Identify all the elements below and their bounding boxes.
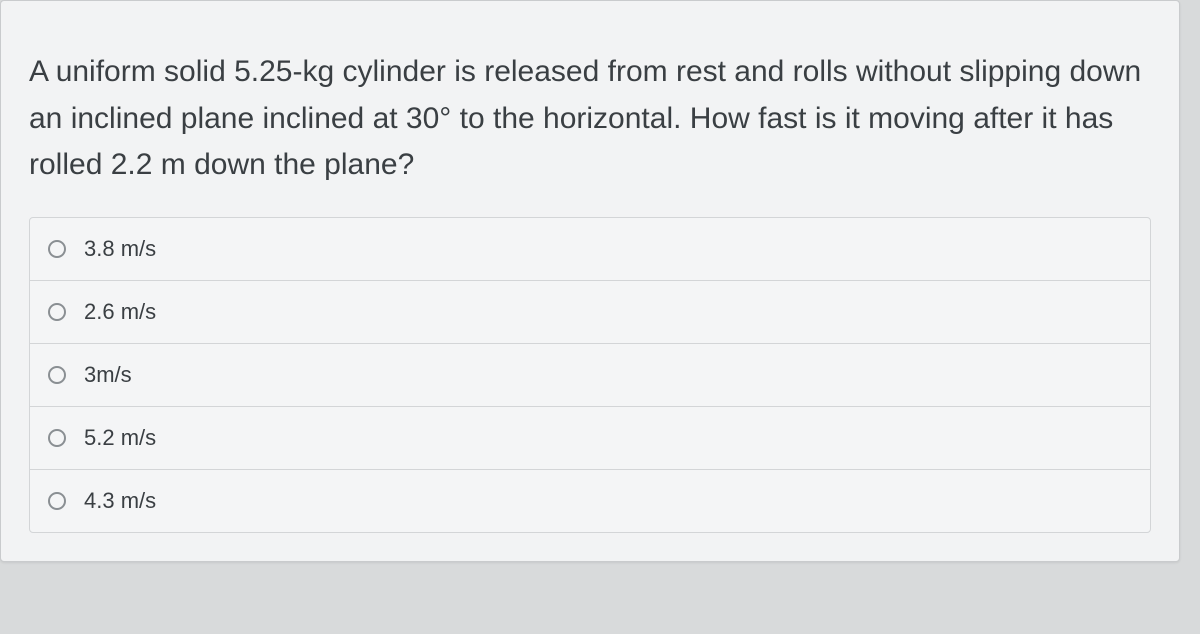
radio-icon[interactable] — [48, 429, 66, 447]
option-row[interactable]: 5.2 m/s — [30, 407, 1150, 470]
radio-icon[interactable] — [48, 240, 66, 258]
option-row[interactable]: 2.6 m/s — [30, 281, 1150, 344]
options-box: 3.8 m/s 2.6 m/s 3m/s 5.2 m/s 4.3 m/s — [29, 217, 1151, 533]
question-card: A uniform solid 5.25-kg cylinder is rele… — [0, 0, 1180, 562]
radio-icon[interactable] — [48, 366, 66, 384]
question-text: A uniform solid 5.25-kg cylinder is rele… — [1, 1, 1179, 217]
option-label: 5.2 m/s — [84, 425, 1132, 451]
radio-icon[interactable] — [48, 492, 66, 510]
options-container: 3.8 m/s 2.6 m/s 3m/s 5.2 m/s 4.3 m/s — [1, 217, 1179, 561]
option-row[interactable]: 3m/s — [30, 344, 1150, 407]
option-row[interactable]: 4.3 m/s — [30, 470, 1150, 532]
option-label: 3.8 m/s — [84, 236, 1132, 262]
radio-icon[interactable] — [48, 303, 66, 321]
option-label: 2.6 m/s — [84, 299, 1132, 325]
option-label: 3m/s — [84, 362, 1132, 388]
option-label: 4.3 m/s — [84, 488, 1132, 514]
option-row[interactable]: 3.8 m/s — [30, 218, 1150, 281]
